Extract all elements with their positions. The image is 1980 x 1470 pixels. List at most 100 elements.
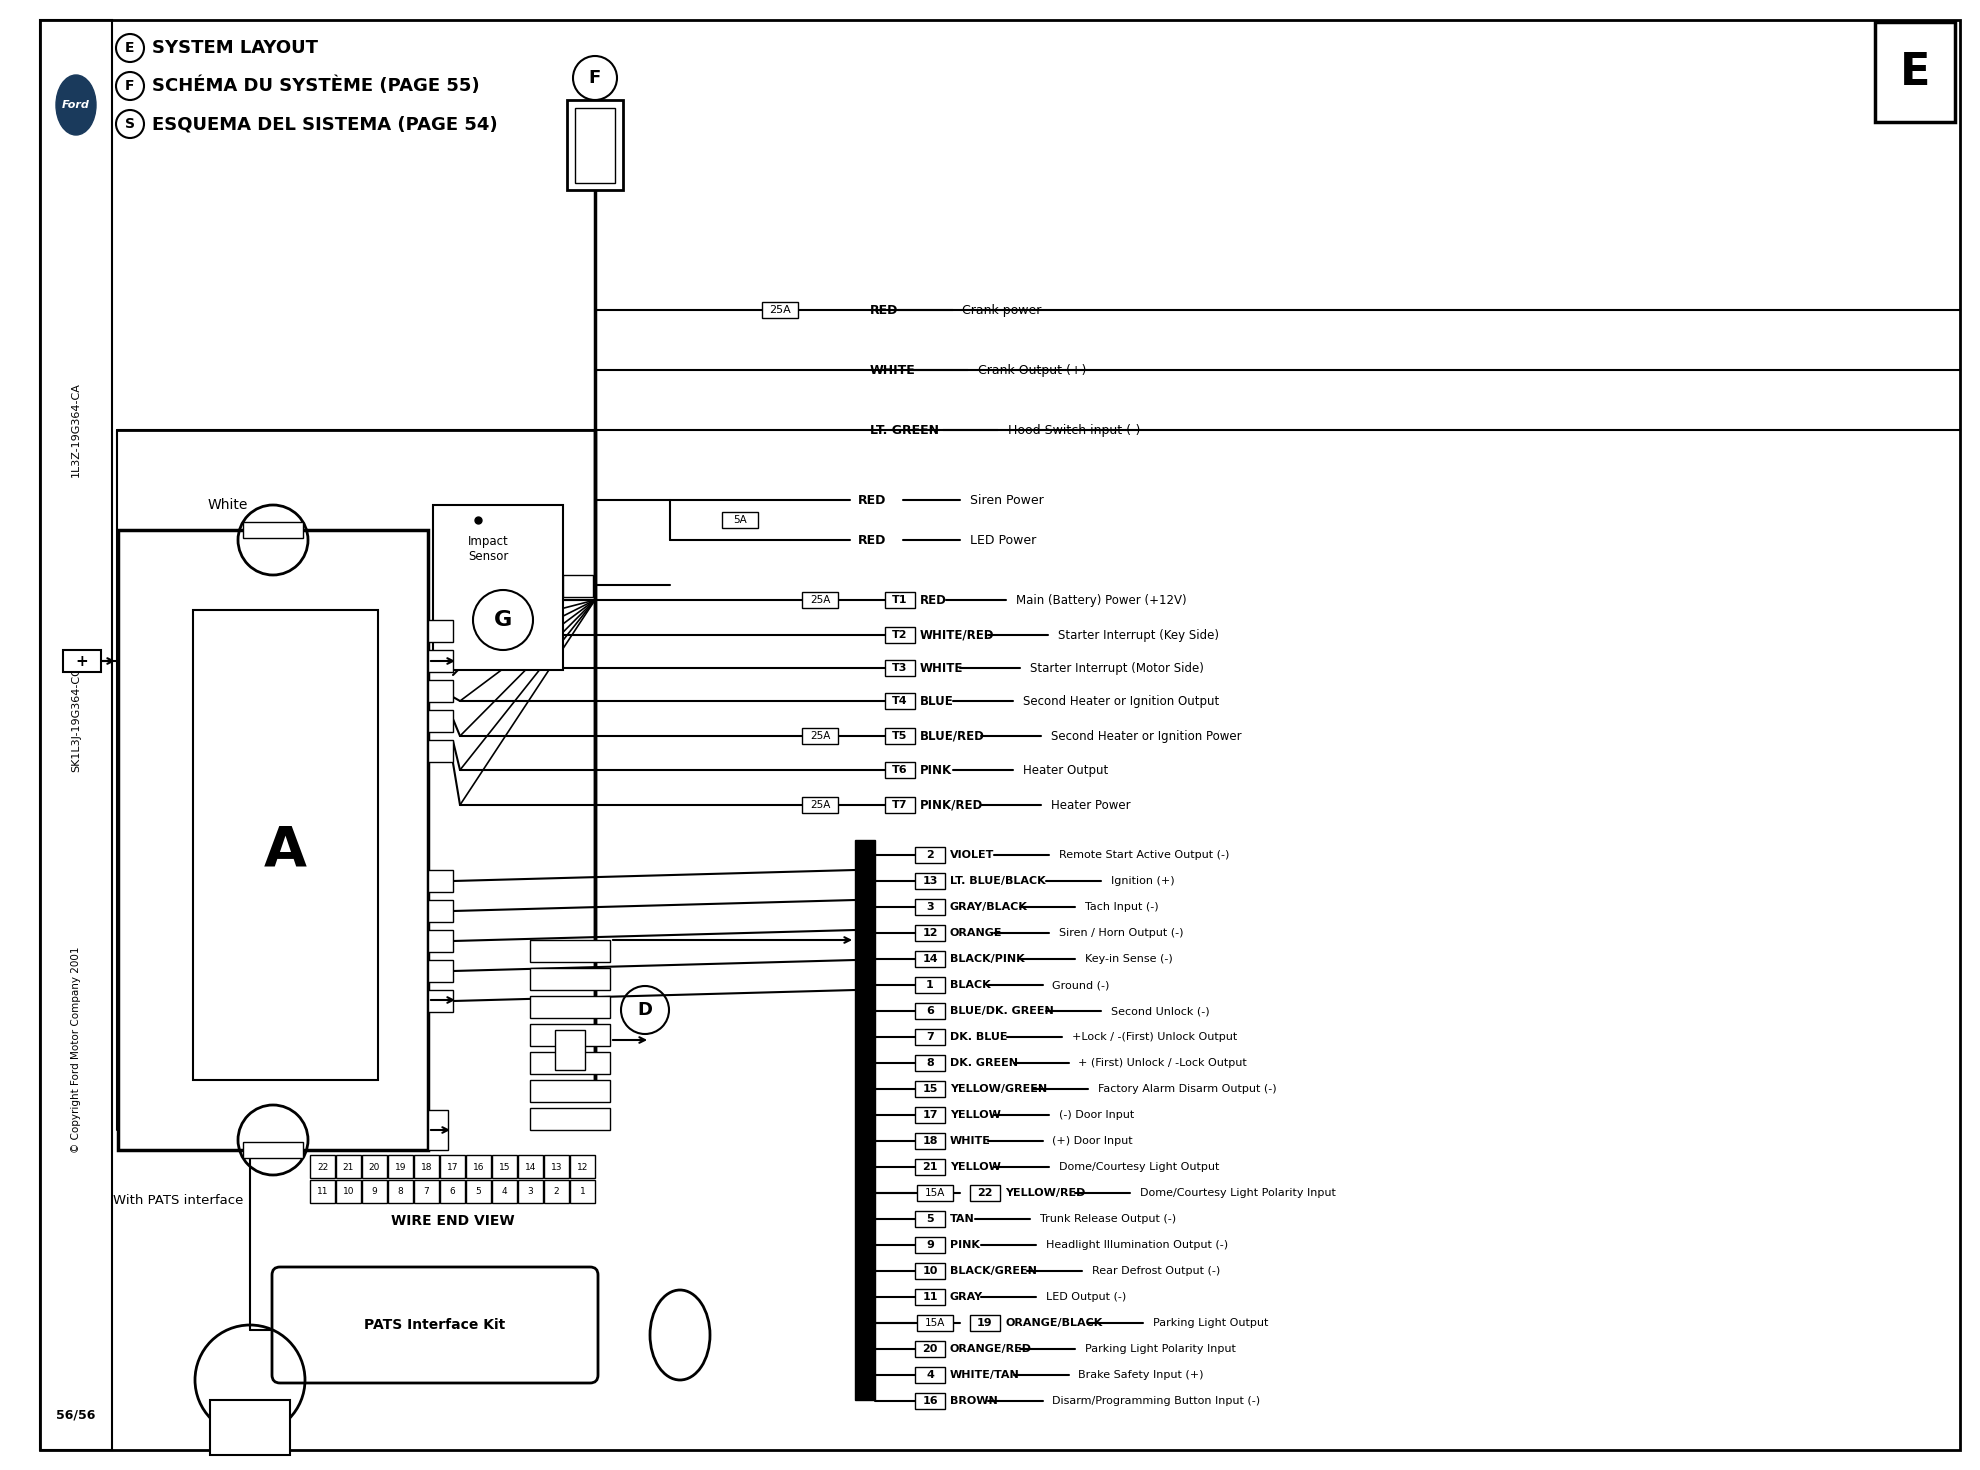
Bar <box>465 1180 491 1202</box>
Bar <box>915 1003 944 1019</box>
Text: Parking Light Output: Parking Light Output <box>1152 1319 1269 1327</box>
Text: 3: 3 <box>927 903 935 911</box>
Text: 8: 8 <box>398 1188 404 1197</box>
Bar <box>414 1155 440 1177</box>
Bar <box>428 989 453 1011</box>
Text: +: + <box>75 654 89 669</box>
Text: Rear Defrost Output (-): Rear Defrost Output (-) <box>1091 1266 1220 1276</box>
Bar <box>915 900 944 914</box>
Bar <box>428 900 453 922</box>
Text: SCHÉMA DU SYSTÈME (PAGE 55): SCHÉMA DU SYSTÈME (PAGE 55) <box>152 76 479 96</box>
Text: Tach Input (-): Tach Input (-) <box>1085 903 1158 911</box>
Bar <box>440 1155 465 1177</box>
Bar <box>915 1080 944 1097</box>
FancyBboxPatch shape <box>271 1267 598 1383</box>
Bar <box>915 1029 944 1045</box>
Bar <box>802 797 838 813</box>
Bar <box>465 1155 491 1177</box>
Text: 11: 11 <box>317 1188 329 1197</box>
Bar <box>802 592 838 609</box>
Bar <box>915 978 944 994</box>
Bar <box>388 1180 414 1202</box>
Text: 20: 20 <box>368 1163 380 1172</box>
Text: PATS Interface Kit: PATS Interface Kit <box>364 1319 505 1332</box>
Text: 8: 8 <box>927 1058 935 1069</box>
Text: Headlight Illumination Output (-): Headlight Illumination Output (-) <box>1045 1241 1228 1250</box>
Text: White: White <box>208 498 248 512</box>
Bar <box>531 1108 610 1130</box>
Text: LT. BLUE/BLACK: LT. BLUE/BLACK <box>950 876 1045 886</box>
Text: 6: 6 <box>449 1188 455 1197</box>
Text: RED: RED <box>921 594 946 607</box>
Bar <box>885 797 915 813</box>
Bar <box>428 931 453 953</box>
Text: 16: 16 <box>473 1163 485 1172</box>
Bar <box>574 107 616 182</box>
Text: 4: 4 <box>927 1370 935 1380</box>
Bar <box>544 1180 568 1202</box>
Text: Crank power: Crank power <box>962 303 1041 316</box>
Text: 18: 18 <box>420 1163 432 1172</box>
Text: 17: 17 <box>447 1163 457 1172</box>
Text: 13: 13 <box>923 876 939 886</box>
Bar <box>192 610 378 1080</box>
Text: A: A <box>263 823 307 878</box>
Bar <box>388 1155 414 1177</box>
Text: 7: 7 <box>424 1188 430 1197</box>
Bar <box>428 620 453 642</box>
Text: ESQUEMA DEL SISTEMA (PAGE 54): ESQUEMA DEL SISTEMA (PAGE 54) <box>152 115 497 132</box>
Text: BLACK: BLACK <box>950 980 990 989</box>
Text: F: F <box>588 69 602 87</box>
Bar <box>915 951 944 967</box>
Text: 20: 20 <box>923 1344 939 1354</box>
Bar <box>531 1053 610 1075</box>
Bar <box>414 1180 440 1202</box>
Text: 2: 2 <box>927 850 935 860</box>
Bar <box>723 512 758 528</box>
Bar <box>917 1316 952 1330</box>
Text: SYSTEM LAYOUT: SYSTEM LAYOUT <box>152 40 319 57</box>
Text: Parking Light Polarity Input: Parking Light Polarity Input <box>1085 1344 1236 1354</box>
Text: Heater Power: Heater Power <box>1051 798 1131 811</box>
Text: Impact
Sensor: Impact Sensor <box>467 535 509 563</box>
Bar <box>1875 22 1954 122</box>
Text: 12: 12 <box>923 928 939 938</box>
Text: PINK: PINK <box>950 1241 980 1250</box>
Text: 5: 5 <box>475 1188 481 1197</box>
Bar <box>311 1180 335 1202</box>
Bar <box>917 1185 952 1201</box>
Bar <box>570 1155 596 1177</box>
Text: 18: 18 <box>923 1136 939 1147</box>
Bar <box>491 1155 517 1177</box>
Ellipse shape <box>55 75 95 135</box>
Text: T6: T6 <box>893 764 907 775</box>
Text: 12: 12 <box>576 1163 588 1172</box>
Bar <box>428 960 453 982</box>
Bar <box>531 969 610 989</box>
Text: Siren / Horn Output (-): Siren / Horn Output (-) <box>1059 928 1184 938</box>
Text: T3: T3 <box>893 663 907 673</box>
Text: 19: 19 <box>978 1319 992 1327</box>
Text: TAN: TAN <box>950 1214 974 1225</box>
Text: With PATS interface: With PATS interface <box>113 1194 244 1207</box>
Bar <box>885 728 915 744</box>
Bar <box>210 1399 289 1455</box>
Text: 1: 1 <box>580 1188 586 1197</box>
Text: T4: T4 <box>893 695 907 706</box>
Bar <box>885 592 915 609</box>
Bar <box>428 650 453 672</box>
Bar <box>915 847 944 863</box>
Text: Dome/Courtesy Light Polarity Input: Dome/Courtesy Light Polarity Input <box>1140 1188 1337 1198</box>
Text: 13: 13 <box>550 1163 562 1172</box>
Bar <box>915 1289 944 1305</box>
Text: 25A: 25A <box>810 595 830 606</box>
Text: 6: 6 <box>927 1005 935 1016</box>
Bar <box>311 1155 335 1177</box>
Text: RED: RED <box>857 494 887 507</box>
Text: 15: 15 <box>499 1163 511 1172</box>
Text: E: E <box>1899 50 1930 94</box>
Text: T5: T5 <box>893 731 907 741</box>
Bar <box>519 1180 543 1202</box>
Text: WHITE: WHITE <box>950 1136 990 1147</box>
Text: YELLOW: YELLOW <box>950 1110 1000 1120</box>
